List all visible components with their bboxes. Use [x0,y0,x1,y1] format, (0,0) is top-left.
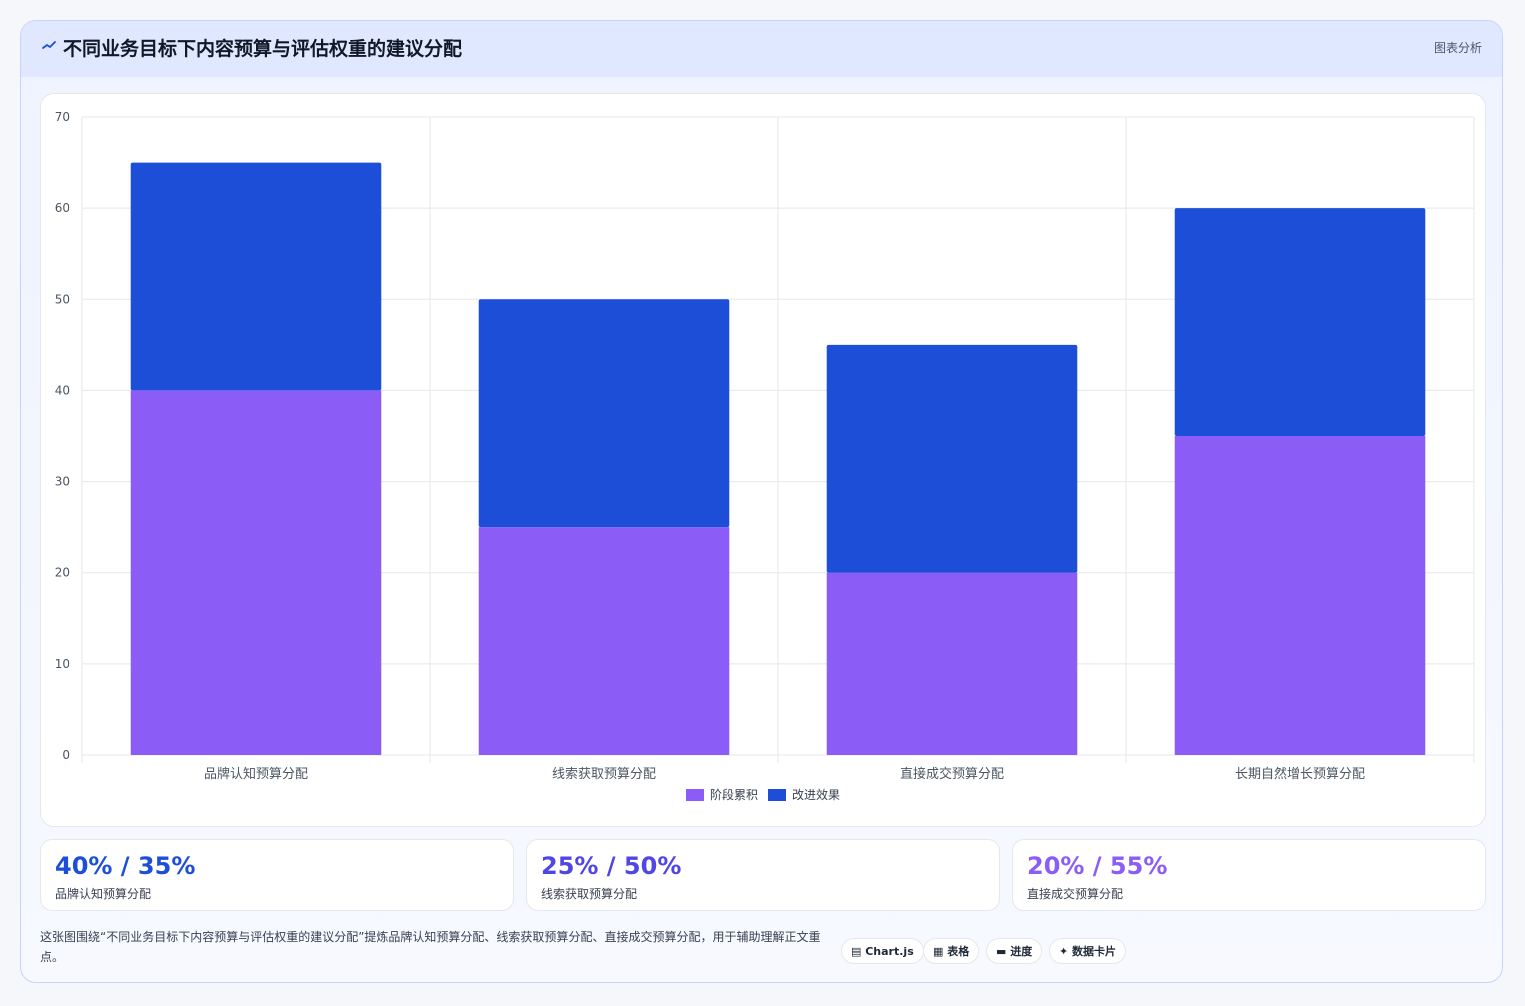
header-tag: 图表分析 [1433,41,1482,55]
stat-value: 40% / 35% [55,852,196,880]
x-tick-label: 线索获取预算分配 [552,767,656,782]
legend-swatch [768,789,786,801]
bar-segment [130,162,382,391]
stat-cards: 40% / 35% 品牌认知预算分配 25% / 50% 线索获取预算分配 20… [40,839,1486,911]
table-icon: ▦ [933,945,948,958]
stat-card: 25% / 50% 线索获取预算分配 [526,839,1000,911]
stat-card: 20% / 55% 直接成交预算分配 [1012,839,1486,911]
stat-value: 25% / 50% [541,852,682,880]
y-tick-label: 30 [55,475,70,489]
panel-header: 不同业务目标下内容预算与评估权重的建议分配 图表分析 [21,21,1502,77]
chart-card: 0 10 20 30 40 50 60 70 品牌认知预算分配 线索获取预算分配 直接成交预算分配 长… [40,93,1486,827]
x-tick-label: 长期自然增长预算分配 [1235,766,1365,782]
y-tick-label: 20 [55,566,70,580]
bar-segment [130,390,382,755]
chart-panel: 不同业务目标下内容预算与评估权重的建议分配 图表分析 0 10 20 30 40 50 60… [20,20,1503,983]
chip-table[interactable]: ▦ 表格 [923,938,980,964]
stat-card: 40% / 35% 品牌认知预算分配 [40,839,514,911]
legend-label: 阶段累积 [710,787,758,802]
x-tick-label: 品牌认知预算分配 [204,766,308,782]
chip-data-card[interactable]: ✦ 数据卡片 [1049,938,1127,964]
stat-value: 20% / 55% [1027,852,1168,880]
trend-line-icon [42,41,56,49]
y-tick-label: 40 [55,383,70,397]
y-tick-label: 0 [62,748,70,762]
x-tick-label: 直接成交预算分配 [900,766,1004,782]
y-tick-label: 60 [55,201,70,215]
stat-label: 线索获取预算分配 [541,887,638,901]
bar-segment [478,527,730,755]
chip-progress[interactable]: ▬ 进度 [986,938,1043,964]
y-tick-label: 70 [55,110,70,124]
chart-description: 这张图围绕“不同业务目标下内容预算与评估权重的建议分配”提炼品牌认知预算分配、线… [40,930,821,964]
bar-segment [478,299,730,528]
bar-segment [826,344,1078,573]
bar-segment [826,572,1078,755]
bar-segment [1174,208,1426,436]
legend-swatch [686,789,704,801]
bar-segment [1174,436,1426,755]
stat-label: 直接成交预算分配 [1027,887,1124,901]
legend-label: 改进效果 [792,787,840,802]
stat-label: 品牌认知预算分配 [55,887,152,901]
y-tick-label: 10 [55,657,70,671]
progress-icon: ▬ [996,945,1011,958]
page-title: 不同业务目标下内容预算与评估权重的建议分配 [63,38,463,60]
y-tick-label: 50 [55,292,70,306]
card-icon: ✦ [1059,945,1073,958]
chart-icon: ▤ [851,945,866,958]
stacked-bar-chart: 0 10 20 30 40 50 60 70 品牌认知预算分配 线索获取预算分配 直接成交预算分配 长… [55,110,1475,802]
chip-chartjs[interactable]: ▤ Chart.js [841,938,924,964]
